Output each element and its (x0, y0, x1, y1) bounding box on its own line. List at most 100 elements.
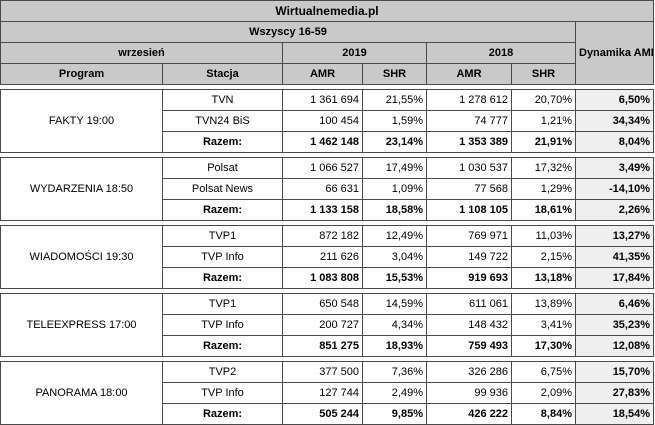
table-row: WIADOMOŚCI 19:30 TVP1 872 182 12,49% 769 971… (0, 225, 654, 289)
dynamics-cell: 17,84% (575, 267, 654, 289)
amr-2019-cell: 1 361 694 (282, 89, 363, 111)
amr-2018-cell: 1 108 105 (426, 199, 512, 221)
shr-2018-cell: 11,03% (511, 225, 576, 247)
amr-2018-cell: 148 432 (426, 314, 512, 336)
station-cell: Razem: (162, 267, 283, 289)
amr-2019-cell: 1 066 527 (282, 157, 363, 179)
dynamics-cell: 12,08% (575, 335, 654, 357)
shr-2019-cell: 1,59% (362, 110, 427, 132)
shr-2018-cell: 13,18% (511, 267, 576, 289)
amr-2018-cell: 759 493 (426, 335, 512, 357)
shr-2018-cell: 3,41% (511, 314, 576, 336)
amr-2018-cell: 1 278 612 (426, 89, 512, 111)
shr-2019-cell: 15,53% (362, 267, 427, 289)
audience-group: Wszyscy 16-59 (0, 21, 576, 43)
table-row: TELEEXPRESS 17:00 TVP1 650 548 14,59% 611 06… (0, 293, 654, 357)
amr-2019-cell: 127 744 (282, 382, 363, 404)
amr-2018-cell: 149 722 (426, 246, 512, 268)
amr-2018-cell: 426 222 (426, 403, 512, 425)
amr-2018-cell: 77 568 (426, 178, 512, 200)
amr-2019-cell: 100 454 (282, 110, 363, 132)
amr-2019-cell: 505 244 (282, 403, 363, 425)
amr-2019-cell: 851 275 (282, 335, 363, 357)
amr-2019-cell: 1 462 148 (282, 131, 363, 153)
program-name: WIADOMOŚCI 19:30 (0, 225, 163, 289)
table-row: WYDARZENIA 18:50 Polsat 1 066 527 17,49% 1 0… (0, 157, 654, 221)
dynamics-cell: 2,26% (575, 199, 654, 221)
program-name: WYDARZENIA 18:50 (0, 157, 163, 221)
table-row: TVN24 BiS 100 454 1,59% 74 777 1,21% 34,34% (1, 110, 654, 132)
amr-2018-cell: 74 777 (426, 110, 512, 132)
dynamics-cell: 3,49% (575, 157, 654, 179)
dynamics-cell: 15,70% (575, 361, 654, 383)
shr-2018-cell: 18,61% (511, 199, 576, 221)
site-title: Wirtualnemedia.pl (0, 0, 654, 22)
year-2019-header: 2019 (282, 42, 427, 64)
year-2018-header: 2018 (426, 42, 576, 64)
total-row: Razem: 1 133 158 18,58% 1 108 105 18,61% 2,26… (1, 199, 654, 221)
shr-2019-cell: 1,09% (362, 178, 427, 200)
station-cell: TVP Info (162, 314, 283, 336)
column-amr-2019: AMR (282, 63, 363, 85)
shr-2019-cell: 21,55% (362, 89, 427, 111)
dynamics-cell: -14,10% (575, 178, 654, 200)
amr-2019-cell: 211 626 (282, 246, 363, 268)
amr-2018-cell: 919 693 (426, 267, 512, 289)
station-cell: TVP Info (162, 382, 283, 404)
shr-2019-cell: 2,49% (362, 382, 427, 404)
dynamics-cell: 41,35% (575, 246, 654, 268)
shr-2018-cell: 1,29% (511, 178, 576, 200)
shr-2018-cell: 2,15% (511, 246, 576, 268)
shr-2018-cell: 8,84% (511, 403, 576, 425)
shr-2018-cell: 17,32% (511, 157, 576, 179)
shr-2018-cell: 6,75% (511, 361, 576, 383)
amr-2018-cell: 99 936 (426, 382, 512, 404)
column-stacja: Stacja (162, 63, 283, 85)
amr-2018-cell: 1 030 537 (426, 157, 512, 179)
column-shr-2018: SHR (511, 63, 576, 85)
table-row: TVP Info 127 744 2,49% 99 936 2,09% 27,83% (1, 382, 654, 404)
program-name: PANORAMA 18:00 (0, 361, 163, 425)
total-row: Razem: 851 275 18,93% 759 493 17,30% 12,08% (1, 335, 654, 357)
shr-2019-cell: 9,85% (362, 403, 427, 425)
shr-2018-cell: 13,89% (511, 293, 576, 315)
station-cell: Polsat (162, 157, 283, 179)
station-cell: TVP1 (162, 225, 283, 247)
station-cell: TVN24 BiS (162, 110, 283, 132)
shr-2019-cell: 18,58% (362, 199, 427, 221)
shr-2018-cell: 20,70% (511, 89, 576, 111)
dynamics-cell: 13,27% (575, 225, 654, 247)
table-row: Polsat News 66 631 1,09% 77 568 1,29% -14,10% (1, 178, 654, 200)
column-amr-2018: AMR (426, 63, 512, 85)
shr-2019-cell: 17,49% (362, 157, 427, 179)
amr-2018-cell: 611 061 (426, 293, 512, 315)
dynamics-cell: 6,50% (575, 89, 654, 111)
column-program: Program (0, 63, 163, 85)
shr-2019-cell: 3,04% (362, 246, 427, 268)
shr-2019-cell: 23,14% (362, 131, 427, 153)
amr-2019-cell: 872 182 (282, 225, 363, 247)
station-cell: Razem: (162, 403, 283, 425)
table-row: FAKTY 19:00 TVN 1 361 694 21,55% 1 278 612 20… (0, 89, 654, 153)
dynamics-cell: 8,04% (575, 131, 654, 153)
dynamics-cell: 35,23% (575, 314, 654, 336)
amr-2018-cell: 769 971 (426, 225, 512, 247)
station-cell: Razem: (162, 199, 283, 221)
shr-2018-cell: 2,09% (511, 382, 576, 404)
amr-2019-cell: 377 500 (282, 361, 363, 383)
shr-2019-cell: 18,93% (362, 335, 427, 357)
amr-2019-cell: 1 083 808 (282, 267, 363, 289)
shr-2018-cell: 1,21% (511, 110, 576, 132)
amr-2018-cell: 326 286 (426, 361, 512, 383)
dynamics-cell: 27,83% (575, 382, 654, 404)
station-cell: TVP2 (162, 361, 283, 383)
amr-2018-cell: 1 353 389 (426, 131, 512, 153)
table-row: TVP Info 200 727 4,34% 148 432 3,41% 35,23% (1, 314, 654, 336)
table-row: PANORAMA 18:00 TVP2 377 500 7,36% 326 286 6,7… (0, 361, 654, 425)
dynamics-header: Dynamika AMR (w proc.) (575, 21, 654, 85)
station-cell: Razem: (162, 335, 283, 357)
shr-2018-cell: 21,91% (511, 131, 576, 153)
station-cell: TVN (162, 89, 283, 111)
station-cell: TVP1 (162, 293, 283, 315)
